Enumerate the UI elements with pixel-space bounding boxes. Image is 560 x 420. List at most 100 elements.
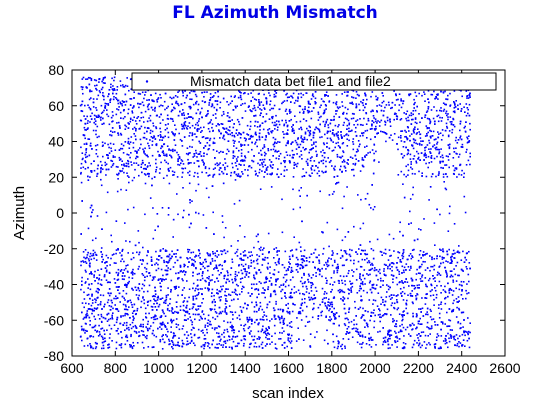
- data-point: [305, 171, 308, 174]
- data-point: [87, 76, 90, 79]
- data-point: [186, 340, 189, 343]
- data-point: [253, 306, 256, 308]
- data-point: [193, 334, 196, 337]
- data-point: [324, 133, 326, 136]
- data-point: [285, 133, 287, 135]
- data-point: [175, 306, 178, 308]
- data-point: [257, 162, 259, 165]
- data-point: [314, 102, 317, 105]
- data-point: [329, 137, 332, 140]
- data-point: [144, 164, 146, 166]
- data-point: [253, 283, 255, 286]
- data-point: [278, 250, 280, 252]
- data-point: [418, 267, 421, 269]
- data-point: [444, 103, 446, 106]
- data-point: [199, 315, 202, 318]
- data-point: [172, 236, 174, 238]
- data-point: [460, 259, 463, 261]
- data-point: [184, 264, 186, 267]
- data-point: [238, 123, 241, 126]
- data-point: [91, 239, 94, 242]
- data-point: [296, 165, 298, 168]
- data-point: [404, 129, 406, 132]
- data-point: [116, 89, 118, 91]
- data-point: [101, 327, 104, 330]
- data-point: [152, 329, 154, 332]
- data-point: [202, 271, 204, 273]
- data-point: [256, 310, 258, 313]
- data-point: [429, 308, 432, 311]
- data-point: [239, 253, 242, 255]
- data-point: [181, 160, 184, 162]
- data-point: [89, 115, 92, 117]
- data-point: [435, 109, 438, 112]
- data-point: [171, 170, 174, 173]
- data-point: [463, 330, 465, 332]
- data-point: [341, 255, 344, 258]
- data-point: [301, 138, 304, 140]
- data-point: [312, 95, 315, 98]
- data-point: [286, 92, 288, 95]
- data-point: [298, 241, 301, 244]
- data-point: [94, 347, 97, 350]
- data-point: [458, 274, 460, 277]
- data-point: [364, 326, 366, 328]
- data-point: [235, 106, 237, 109]
- data-point: [143, 279, 146, 282]
- data-point: [218, 163, 220, 166]
- data-point: [240, 98, 243, 101]
- data-point: [81, 329, 83, 331]
- data-point: [368, 344, 371, 346]
- data-point: [430, 130, 432, 133]
- data-point: [195, 309, 198, 311]
- data-point: [181, 128, 183, 130]
- data-point: [99, 91, 101, 94]
- data-point: [168, 338, 170, 341]
- data-point: [446, 311, 448, 314]
- data-point: [303, 249, 306, 252]
- data-point: [256, 338, 259, 340]
- data-point: [424, 149, 426, 152]
- data-point: [333, 272, 335, 274]
- data-point: [429, 277, 431, 280]
- data-point: [81, 158, 84, 161]
- data-point: [102, 94, 104, 97]
- data-point: [273, 316, 276, 318]
- data-point: [224, 310, 226, 312]
- data-point: [325, 105, 327, 107]
- data-point: [346, 317, 348, 320]
- data-point: [357, 331, 359, 334]
- data-point: [450, 274, 453, 277]
- data-point: [377, 97, 379, 99]
- data-point: [362, 134, 364, 137]
- data-point: [281, 102, 283, 105]
- data-point: [363, 277, 366, 280]
- data-point: [205, 187, 208, 190]
- data-point: [259, 114, 261, 117]
- data-point: [446, 175, 449, 178]
- data-point: [387, 330, 389, 332]
- data-point: [127, 137, 130, 140]
- data-point: [299, 143, 302, 146]
- data-point: [206, 328, 208, 331]
- data-point: [102, 294, 105, 297]
- data-point: [243, 268, 245, 270]
- data-point: [164, 269, 167, 272]
- data-point: [451, 329, 453, 331]
- data-point: [360, 295, 362, 298]
- data-point: [123, 269, 126, 271]
- data-point: [146, 166, 149, 168]
- data-point: [89, 77, 91, 79]
- data-point: [260, 282, 262, 285]
- data-point: [146, 334, 148, 337]
- data-point: [377, 278, 379, 281]
- data-point: [208, 130, 211, 133]
- data-point: [260, 112, 262, 115]
- data-point: [147, 250, 149, 252]
- data-point: [464, 330, 466, 333]
- data-point: [436, 143, 438, 145]
- data-point: [228, 305, 231, 307]
- data-point: [287, 142, 289, 145]
- data-point: [283, 161, 286, 164]
- data-point: [453, 107, 456, 109]
